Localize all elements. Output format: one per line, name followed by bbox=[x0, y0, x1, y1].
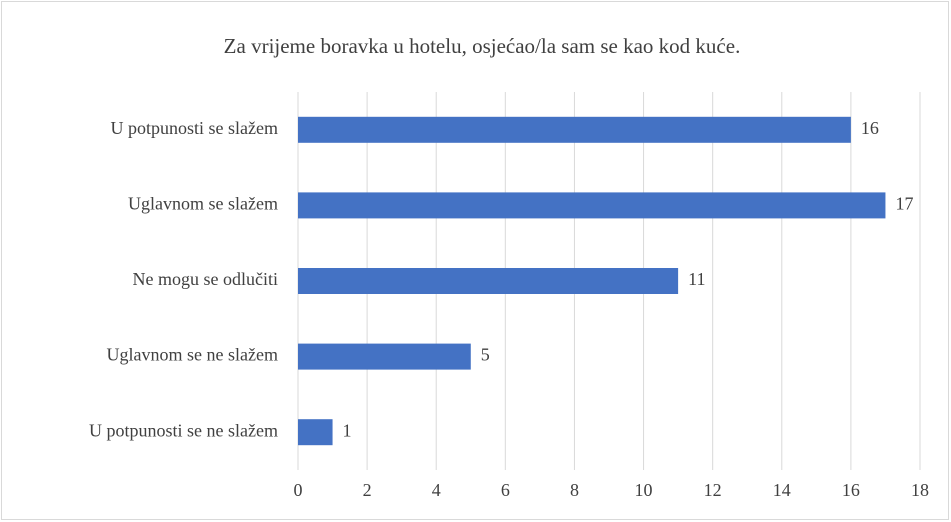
x-tick-label: 8 bbox=[570, 480, 579, 500]
data-label: 17 bbox=[895, 194, 913, 214]
y-tick-label: U potpunosti se ne slažem bbox=[89, 420, 278, 440]
y-tick-label: Ne mogu se odlučiti bbox=[133, 269, 278, 289]
y-tick-label: U potpunosti se slažem bbox=[111, 118, 278, 138]
data-label: 5 bbox=[481, 345, 490, 365]
bar bbox=[298, 343, 471, 370]
x-tick-label: 12 bbox=[704, 480, 722, 500]
x-tick-label: 2 bbox=[363, 480, 372, 500]
bar bbox=[298, 268, 679, 294]
data-label: 11 bbox=[688, 269, 705, 289]
bar bbox=[298, 192, 886, 219]
x-tick-label: 6 bbox=[501, 480, 510, 500]
x-tick-label: 18 bbox=[911, 480, 929, 500]
x-tick-label: 0 bbox=[294, 480, 303, 500]
data-label: 1 bbox=[343, 420, 352, 440]
y-tick-label: Uglavnom se ne slažem bbox=[107, 345, 278, 365]
chart-title: Za vrijeme boravka u hotelu, osjećao/la … bbox=[224, 34, 741, 58]
data-label: 16 bbox=[861, 118, 879, 138]
x-tick-label: 14 bbox=[773, 480, 791, 500]
bar bbox=[298, 116, 851, 143]
x-tick-label: 10 bbox=[635, 480, 653, 500]
bar bbox=[298, 419, 333, 446]
y-tick-label: Uglavnom se slažem bbox=[128, 194, 278, 214]
x-tick-label: 4 bbox=[432, 480, 441, 500]
x-tick-label: 16 bbox=[842, 480, 860, 500]
